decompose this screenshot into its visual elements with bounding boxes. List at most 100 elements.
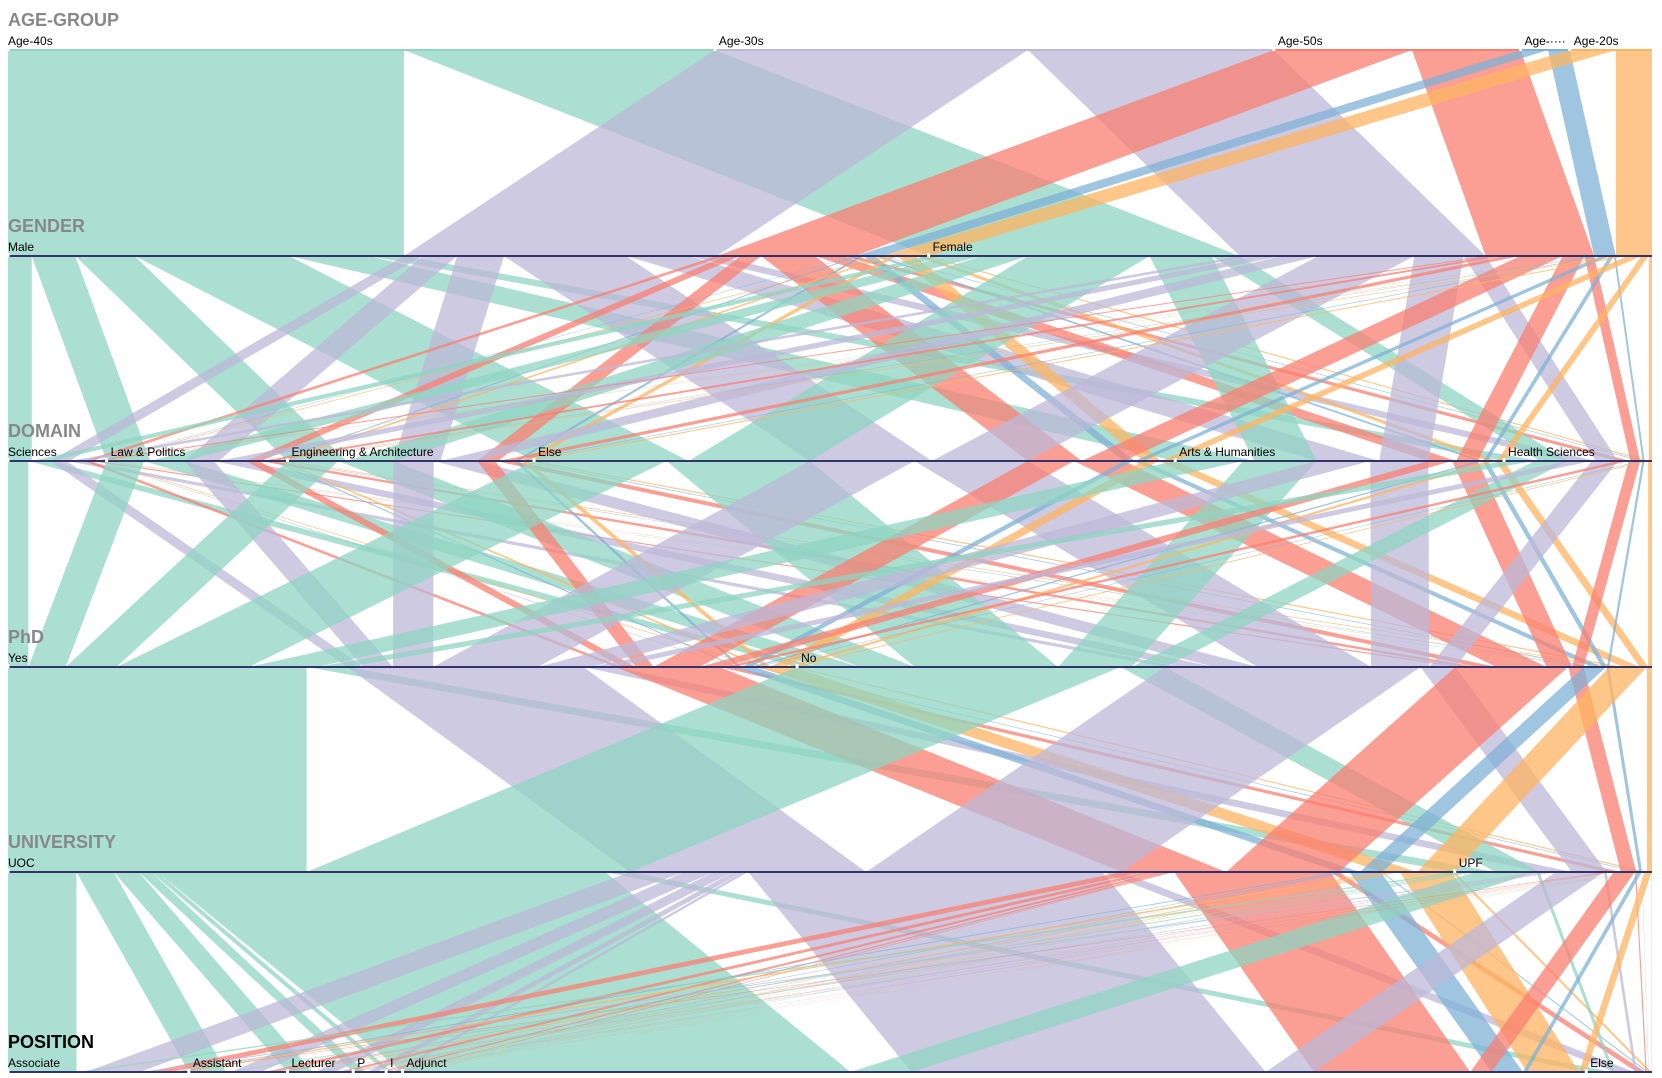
ribbon <box>1495 461 1649 667</box>
category-label: Age-30s <box>719 34 764 48</box>
ribbon <box>8 50 404 256</box>
ribbon <box>401 872 1638 1072</box>
ribbon <box>398 872 1556 1072</box>
ribbon <box>147 872 1146 1072</box>
ribbon <box>1548 50 1616 256</box>
ribbon <box>1161 256 1642 461</box>
ribbon <box>518 256 1602 461</box>
ribbon <box>75 256 347 461</box>
ribbon <box>76 872 1465 1072</box>
ribbon <box>69 256 1255 461</box>
ribbon <box>367 872 744 1072</box>
dimension-title: AGE-GROUP <box>8 10 119 30</box>
ribbon <box>528 256 1628 461</box>
ribbon <box>8 461 29 667</box>
ribbon <box>283 256 1622 461</box>
ribbon <box>1265 872 1604 1072</box>
axes: AGE-GROUP Age-40s Age-30s Age-50s Age-···· Ag… <box>6 10 1652 1073</box>
ribbon <box>143 461 860 667</box>
ribbon <box>1417 667 1647 872</box>
ribbon <box>401 872 1400 1072</box>
ribbon <box>433 461 915 667</box>
ribbon <box>261 256 1505 461</box>
ribbon <box>402 872 1645 1072</box>
ribbon <box>1615 50 1652 256</box>
ribbon <box>260 872 1551 1072</box>
ribbon <box>1463 256 1618 461</box>
ribbon <box>187 872 1644 1072</box>
ribbon <box>1081 256 1563 461</box>
ribbon <box>866 667 1421 872</box>
ribbon <box>92 256 1493 461</box>
ribbon <box>282 872 1638 1072</box>
ribbon <box>28 461 144 667</box>
ribbon <box>338 872 1168 1072</box>
category-label: Age-50s <box>1278 34 1323 48</box>
ribbon <box>184 256 458 461</box>
category-label: Yes <box>8 651 28 665</box>
ribbon <box>179 872 1637 1072</box>
ribbon <box>316 461 1535 667</box>
category-label: Engineering & Architecture <box>291 445 433 459</box>
ribbon <box>8 256 32 461</box>
ribbon <box>104 256 1619 461</box>
ribbon <box>248 461 1244 667</box>
category-label: Assistant <box>193 1056 242 1070</box>
ribbon <box>785 461 1496 667</box>
ribbon <box>750 461 1483 667</box>
ribbon <box>403 50 1028 256</box>
category-label: Health Sciences <box>1508 445 1595 459</box>
ribbon <box>1648 256 1652 461</box>
ribbon <box>83 256 726 461</box>
ribbon <box>1584 256 1641 461</box>
dimension-title: DOMAIN <box>8 421 81 441</box>
ribbon <box>1399 872 1580 1072</box>
ribbon <box>931 256 1415 461</box>
ribbon <box>384 872 1638 1072</box>
ribbon <box>276 256 1598 461</box>
ribbon <box>349 872 1638 1072</box>
category-label: Law & Politics <box>111 445 186 459</box>
ribbon <box>1456 256 1585 461</box>
dimension-title: UNIVERSITY <box>8 832 116 852</box>
ribbon <box>231 872 714 1072</box>
ribbon <box>382 872 1614 1072</box>
ribbon <box>854 50 1549 256</box>
ribbon <box>400 872 1614 1072</box>
ribbon <box>218 256 1282 461</box>
ribbon <box>1641 872 1649 1072</box>
ribbon <box>1635 872 1647 1072</box>
ribbon <box>31 256 948 461</box>
ribbon <box>50 256 423 461</box>
ribbon <box>31 256 151 461</box>
ribbon <box>279 872 1347 1072</box>
category-label: Lecturer <box>291 1056 335 1070</box>
ribbon <box>151 872 393 1072</box>
ribbon <box>1370 461 1430 667</box>
category-label: Age-20s <box>1574 34 1619 48</box>
category-label: UPF <box>1459 856 1483 870</box>
category-label: Female <box>933 240 973 254</box>
ribbon <box>100 256 1596 461</box>
dimension-title: POSITION <box>8 1032 94 1052</box>
ribbon <box>850 872 1537 1072</box>
ribbon <box>352 872 1645 1072</box>
ribbon <box>1131 461 1568 667</box>
ribbon <box>76 872 227 1072</box>
category-label: No <box>801 651 817 665</box>
ribbon <box>1648 461 1652 667</box>
ribbon <box>157 872 851 1072</box>
ribbon <box>8 872 77 1072</box>
ribbon <box>179 872 1391 1072</box>
ribbon <box>346 872 1613 1072</box>
ribbon <box>498 256 1521 461</box>
category-label: UOC <box>8 856 35 870</box>
ribbon <box>1359 667 1607 872</box>
category-label: Arts & Humanities <box>1179 445 1275 459</box>
category-label: Else <box>538 445 562 459</box>
ribbon <box>286 872 1644 1072</box>
ribbon <box>1482 461 1607 667</box>
ribbon <box>315 872 734 1072</box>
ribbon <box>1606 667 1643 872</box>
